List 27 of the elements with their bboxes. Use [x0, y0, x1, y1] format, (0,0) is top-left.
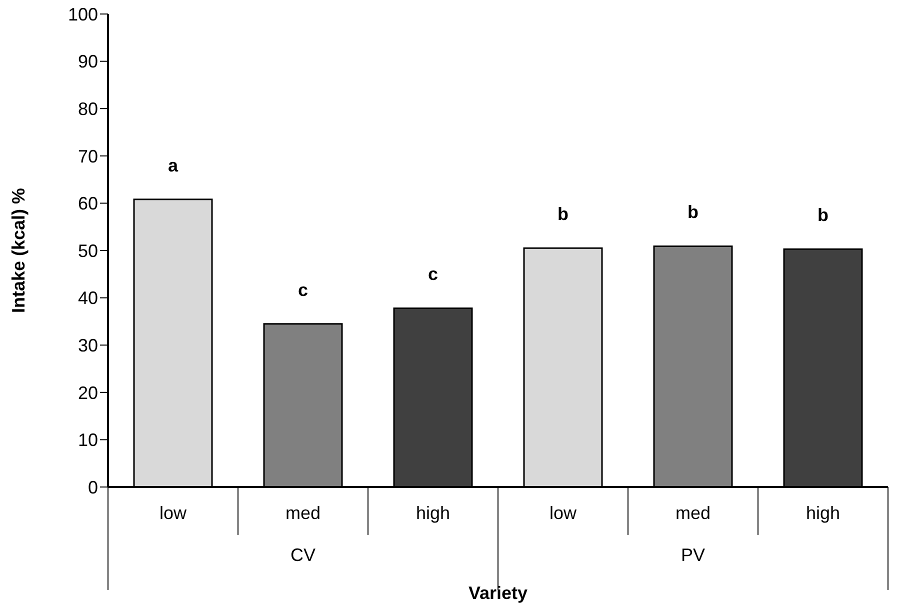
data-label: c: [298, 280, 308, 300]
text: CV: [290, 545, 316, 565]
y-tick-label: 100: [68, 4, 98, 24]
y-tick-label: 60: [78, 194, 98, 214]
y-tick-label: 80: [78, 98, 98, 119]
y-tick-label: 70: [78, 146, 98, 166]
x-tick-label: low: [549, 503, 578, 523]
y-tick-label: 90: [78, 52, 98, 72]
y-tick-label: 10: [78, 430, 98, 450]
text: PV: [680, 545, 706, 565]
x-tick-label: med: [285, 503, 321, 523]
x-axis-title: Variety: [468, 583, 528, 603]
data-label: b: [818, 205, 828, 226]
y-axis-title: Intake (kcal) %: [8, 188, 28, 314]
x-tick-label: low: [159, 503, 188, 523]
y-tick-label: 0: [88, 477, 98, 498]
x-tick-label: high: [416, 503, 450, 523]
y-tick-label: 30: [78, 335, 98, 356]
data-label: b: [558, 204, 568, 224]
y-tick-label: 20: [78, 382, 98, 403]
data-label: a: [168, 155, 179, 176]
y-tick-label: 40: [78, 288, 98, 308]
y-tick-label: 50: [78, 240, 98, 261]
x-tick-label: high: [806, 503, 840, 523]
data-label: c: [428, 264, 438, 284]
data-label: b: [688, 202, 698, 222]
x-tick-label: med: [675, 503, 711, 523]
